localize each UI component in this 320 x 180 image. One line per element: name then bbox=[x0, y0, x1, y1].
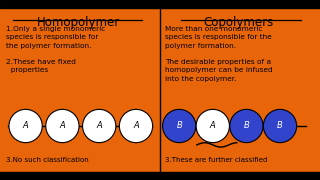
Ellipse shape bbox=[230, 109, 263, 143]
Text: B: B bbox=[176, 122, 182, 130]
Ellipse shape bbox=[119, 109, 153, 143]
Ellipse shape bbox=[46, 109, 79, 143]
Bar bbox=[0, 0, 320, 8]
Ellipse shape bbox=[263, 109, 297, 143]
Text: A: A bbox=[133, 122, 139, 130]
Text: A: A bbox=[210, 122, 216, 130]
Ellipse shape bbox=[9, 109, 42, 143]
Text: More than one monomeric
species is responsible for the
polymer formation.

The d: More than one monomeric species is respo… bbox=[165, 26, 272, 82]
Ellipse shape bbox=[163, 109, 196, 143]
Text: A: A bbox=[96, 122, 102, 130]
Ellipse shape bbox=[196, 109, 229, 143]
Text: A: A bbox=[23, 122, 28, 130]
Text: 3.These are further classified: 3.These are further classified bbox=[165, 157, 267, 163]
Text: 3.No such classification: 3.No such classification bbox=[6, 157, 89, 163]
Text: B: B bbox=[244, 122, 249, 130]
Text: Homopolymer: Homopolymer bbox=[37, 16, 120, 29]
Ellipse shape bbox=[83, 109, 116, 143]
Text: Copolymers: Copolymers bbox=[203, 16, 274, 29]
Text: A: A bbox=[60, 122, 65, 130]
Text: 1.Only a single monomeric
species is responsible for
the polymer formation.

2.T: 1.Only a single monomeric species is res… bbox=[6, 26, 106, 73]
Bar bbox=[0, 172, 320, 180]
Text: B: B bbox=[277, 122, 283, 130]
